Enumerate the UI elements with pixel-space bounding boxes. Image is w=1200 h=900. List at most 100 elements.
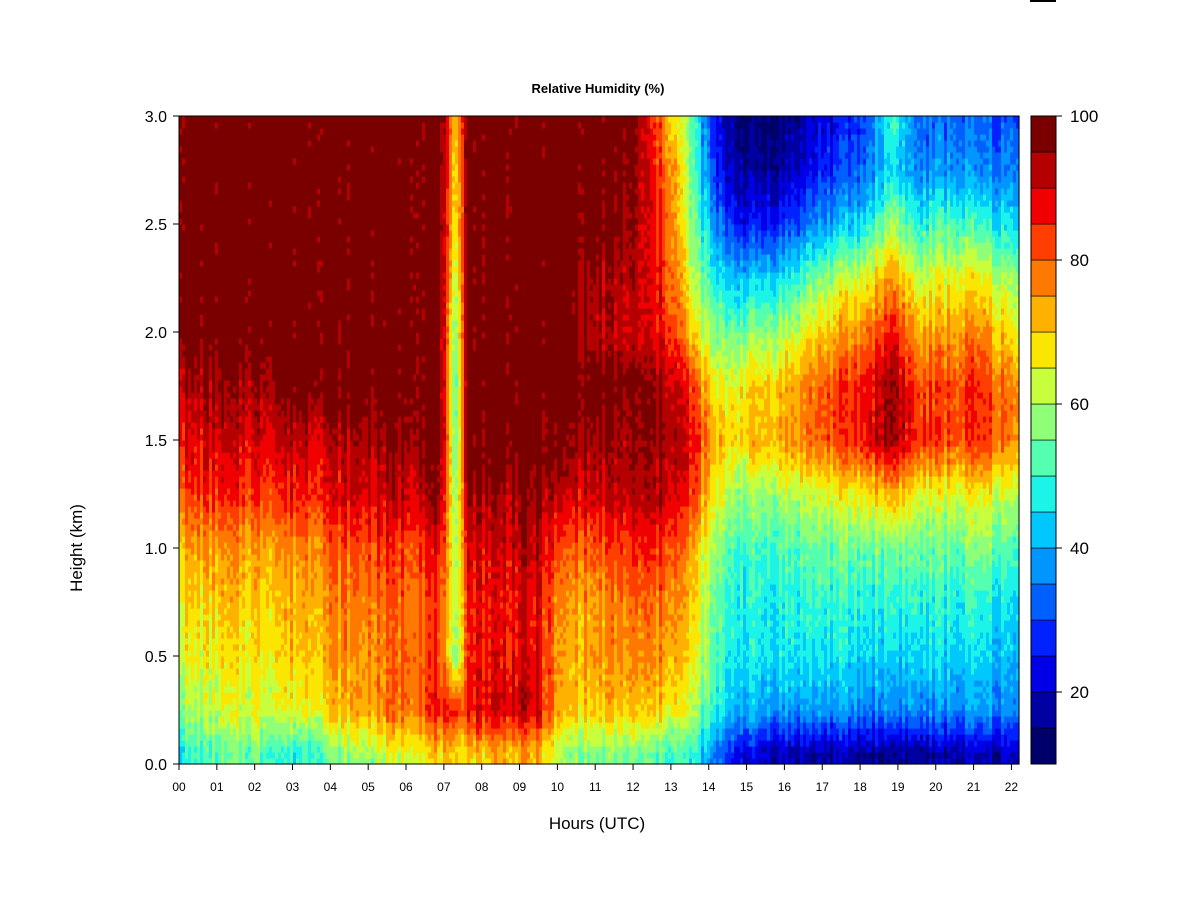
heatmap-cell [209, 452, 213, 459]
heatmap-cell [215, 668, 219, 675]
heatmap-cell [218, 548, 222, 555]
heatmap-cell [230, 212, 234, 219]
heatmap-cell [227, 422, 231, 429]
heatmap-cell [224, 650, 228, 657]
heatmap-cell [188, 188, 192, 195]
heatmap-cell [200, 464, 204, 471]
heatmap-cell [188, 296, 192, 303]
heatmap-cell [185, 320, 189, 327]
heatmap-cell [221, 596, 225, 603]
heatmap-cell [179, 506, 183, 513]
heatmap-cell [227, 314, 231, 321]
heatmap-cell [212, 278, 216, 285]
heatmap-cell [197, 266, 201, 273]
heatmap-cell [182, 476, 186, 483]
heatmap-cell [215, 332, 219, 339]
heatmap-cell [203, 128, 207, 135]
heatmap-cell [227, 200, 231, 207]
heatmap-cell [218, 416, 222, 423]
heatmap-cell [194, 674, 198, 681]
heatmap-cell [212, 566, 216, 573]
heatmap-cell [209, 134, 213, 141]
heatmap-cell [209, 194, 213, 201]
heatmap-cell [215, 362, 219, 369]
heatmap-cell [188, 140, 192, 147]
heatmap-cell [185, 296, 189, 303]
heatmap-cell [200, 302, 204, 309]
heatmap-cell [230, 266, 234, 273]
heatmap-cell [230, 536, 234, 543]
heatmap-cell [212, 740, 216, 747]
heatmap-cell [221, 260, 225, 267]
heatmap-cell [209, 626, 213, 633]
heatmap-cell [227, 296, 231, 303]
heatmap-cell [218, 278, 222, 285]
heatmap-cell [200, 596, 204, 603]
heatmap-cell [206, 674, 210, 681]
heatmap-cell [185, 242, 189, 249]
heatmap-cell [185, 434, 189, 441]
heatmap-cell [221, 434, 225, 441]
heatmap-cell [206, 566, 210, 573]
heatmap-cell [182, 680, 186, 687]
heatmap-cell [194, 152, 198, 159]
heatmap-cell [215, 518, 219, 525]
heatmap-cell [194, 686, 198, 693]
heatmap-cell [200, 494, 204, 501]
heatmap-cell [200, 116, 204, 123]
heatmap-cell [206, 602, 210, 609]
heatmap-cell [206, 740, 210, 747]
heatmap-cell [224, 674, 228, 681]
heatmap-cell [194, 482, 198, 489]
heatmap-cell [227, 740, 231, 747]
heatmap-cell [230, 116, 234, 123]
heatmap-cell [179, 692, 183, 699]
heatmap-cell [182, 350, 186, 357]
heatmap-cell [182, 710, 186, 717]
heatmap-cell [185, 218, 189, 225]
heatmap-cell [221, 164, 225, 171]
heatmap-cell [185, 146, 189, 153]
heatmap-cell [182, 344, 186, 351]
heatmap-cell [233, 494, 237, 501]
heatmap-cell [203, 236, 207, 243]
heatmap-cell [200, 692, 204, 699]
heatmap-cell [197, 434, 201, 441]
heatmap-cell [191, 200, 195, 207]
heatmap-cell [221, 518, 225, 525]
heatmap-cell [197, 446, 201, 453]
heatmap-cell [194, 452, 198, 459]
heatmap-cell [191, 560, 195, 567]
heatmap-cell [200, 248, 204, 255]
heatmap-cell [200, 662, 204, 669]
heatmap-cell [230, 608, 234, 615]
heatmap-cell [203, 530, 207, 537]
heatmap-cell [224, 350, 228, 357]
heatmap-cell [230, 752, 234, 759]
heatmap-cell [203, 446, 207, 453]
heatmap-cell [212, 500, 216, 507]
heatmap-cell [191, 422, 195, 429]
heatmap-cell [179, 578, 183, 585]
heatmap-cell [218, 638, 222, 645]
heatmap-cell [203, 710, 207, 717]
heatmap-cell [197, 182, 201, 189]
heatmap-cell [197, 362, 201, 369]
heatmap-cell [200, 158, 204, 165]
heatmap-cell [200, 128, 204, 135]
heatmap-cell [188, 410, 192, 417]
heatmap-cell [209, 230, 213, 237]
heatmap-cell [206, 326, 210, 333]
heatmap-cell [200, 674, 204, 681]
heatmap-cell [230, 284, 234, 291]
heatmap-cell [221, 146, 225, 153]
heatmap-cell [209, 554, 213, 561]
heatmap-cell [185, 326, 189, 333]
heatmap-cell [182, 182, 186, 189]
heatmap-cell [224, 446, 228, 453]
heatmap-cell [194, 692, 198, 699]
heatmap-cell [194, 548, 198, 555]
heatmap-cell [182, 626, 186, 633]
heatmap-cell [224, 398, 228, 405]
heatmap-cell [233, 386, 237, 393]
